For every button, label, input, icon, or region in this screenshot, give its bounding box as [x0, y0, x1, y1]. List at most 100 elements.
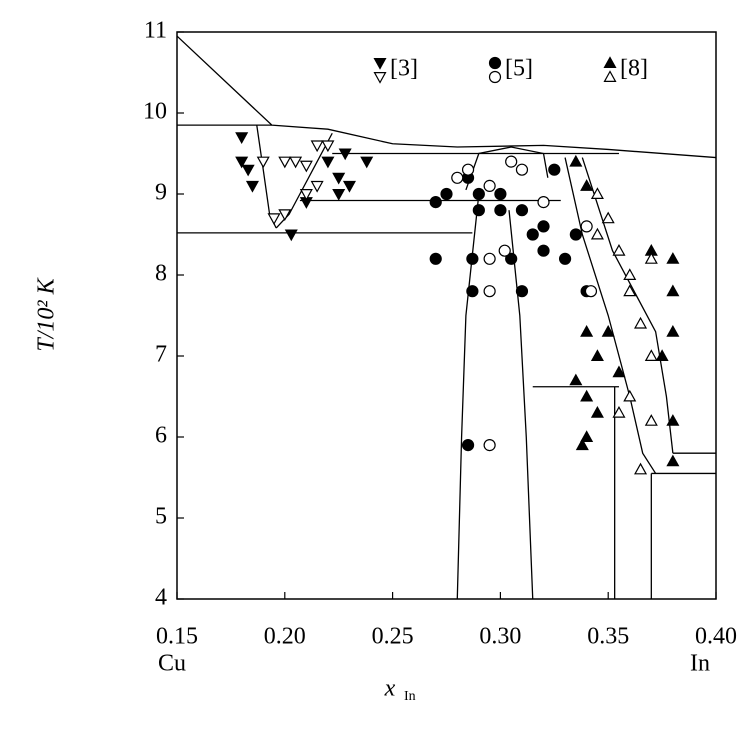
- data-point: [483, 285, 496, 298]
- data-point: [666, 324, 680, 337]
- data-point: [505, 155, 518, 168]
- data-point: [483, 252, 496, 265]
- data-point: [569, 373, 583, 386]
- data-point: [278, 209, 292, 221]
- data-point: [235, 156, 249, 169]
- data-point: [299, 160, 313, 173]
- data-point: [623, 389, 637, 402]
- corner-label: Cu: [158, 651, 186, 677]
- data-point: [472, 187, 485, 201]
- data-point: [299, 189, 313, 201]
- plot-frame: [176, 31, 717, 600]
- data-point: [655, 349, 669, 361]
- data-point: [644, 414, 658, 426]
- phase-boundary: [465, 146, 549, 191]
- data-point: [461, 163, 475, 176]
- data-point: [310, 180, 324, 193]
- legend-marker: [373, 71, 387, 84]
- phase-boundary: [508, 210, 534, 600]
- data-point: [451, 171, 464, 184]
- data-point: [580, 324, 594, 337]
- data-point: [310, 140, 324, 153]
- data-point: [612, 365, 626, 378]
- data-point: [590, 227, 604, 240]
- data-point: [612, 243, 626, 256]
- data-point: [580, 430, 594, 442]
- data-point: [537, 220, 550, 233]
- data-point: [245, 180, 259, 193]
- legend-label: [3]: [390, 56, 418, 82]
- legend-label: [8]: [620, 56, 648, 82]
- x-tick-label: 0.25: [372, 624, 414, 650]
- data-point: [666, 454, 680, 467]
- data-point: [321, 140, 335, 153]
- data-point: [360, 156, 374, 169]
- phase-boundary: [564, 157, 657, 474]
- x-tick-label: 0.40: [695, 624, 737, 650]
- legend-marker: [488, 56, 502, 70]
- data-point: [267, 213, 281, 226]
- data-point: [575, 438, 589, 451]
- data-point: [666, 284, 680, 297]
- data-point: [580, 389, 594, 402]
- data-point: [505, 252, 518, 265]
- data-point: [644, 349, 658, 361]
- data-point: [580, 220, 593, 233]
- phase-boundary: [581, 157, 674, 454]
- data-point: [278, 156, 292, 169]
- data-point: [284, 229, 298, 242]
- y-tick-label: 7: [155, 342, 167, 368]
- data-point: [601, 211, 615, 224]
- data-point: [515, 285, 529, 298]
- y-tick-label: 5: [155, 504, 167, 530]
- x-tick-label: 0.20: [264, 624, 306, 650]
- data-point: [548, 163, 561, 176]
- data-point: [483, 439, 496, 452]
- data-point: [569, 228, 582, 241]
- data-point: [580, 179, 594, 191]
- data-point: [429, 196, 442, 209]
- y-tick-label: 6: [155, 423, 167, 449]
- x-axis-label-sub: In: [404, 689, 416, 704]
- corner-label: In: [690, 651, 710, 677]
- data-point: [342, 180, 356, 193]
- data-point: [634, 316, 648, 329]
- data-point: [537, 196, 550, 209]
- data-point: [537, 244, 550, 257]
- data-point: [466, 285, 479, 298]
- data-point: [494, 187, 507, 201]
- data-point: [461, 439, 475, 452]
- data-point: [590, 187, 604, 199]
- y-axis-label: T/10² K: [34, 276, 60, 351]
- data-point: [515, 163, 529, 176]
- data-point: [332, 172, 346, 185]
- data-point: [666, 414, 680, 426]
- data-point: [623, 284, 637, 297]
- x-tick-label: 0.30: [479, 624, 521, 650]
- data-point: [590, 405, 604, 418]
- y-tick-label: 8: [155, 261, 167, 287]
- data-point: [241, 164, 255, 177]
- data-point: [483, 179, 496, 192]
- data-point: [569, 154, 583, 167]
- phase-boundary: [256, 125, 277, 229]
- y-tick-label: 4: [155, 585, 167, 611]
- data-point: [584, 285, 598, 298]
- legend-marker: [603, 56, 617, 69]
- legend-marker: [373, 57, 387, 70]
- x-tick-label: 0.15: [156, 624, 198, 650]
- data-point: [429, 252, 442, 265]
- data-point: [612, 405, 626, 418]
- data-point: [494, 204, 507, 217]
- data-point: [440, 187, 453, 201]
- legend-marker: [603, 70, 617, 83]
- legend-label: [5]: [505, 56, 533, 82]
- data-point: [321, 156, 335, 169]
- data-point: [332, 189, 346, 201]
- x-axis-label: x: [384, 676, 396, 702]
- data-point: [472, 204, 485, 217]
- data-point: [466, 252, 479, 265]
- x-tick-label: 0.35: [587, 624, 629, 650]
- data-point: [666, 252, 680, 264]
